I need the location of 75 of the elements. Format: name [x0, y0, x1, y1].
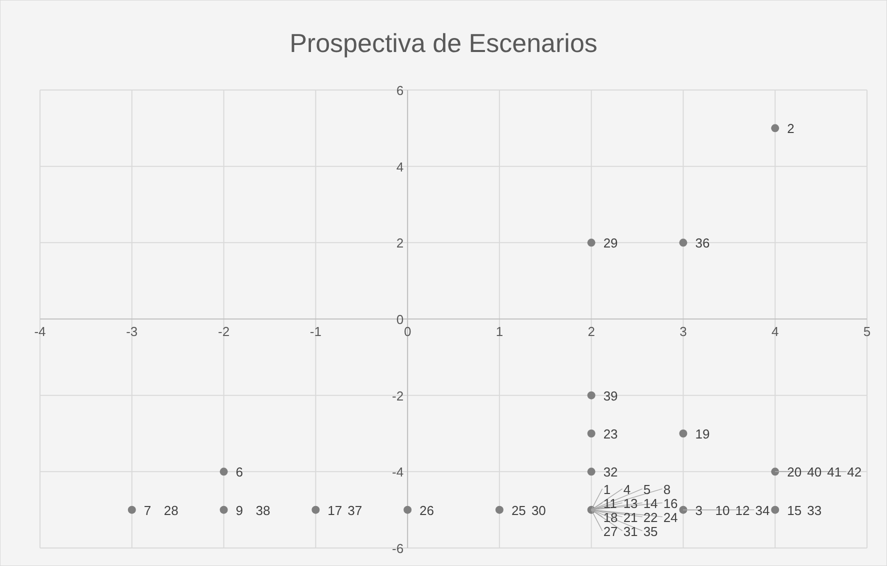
annotation: 19	[695, 426, 710, 442]
annotation: 30	[531, 502, 546, 518]
x-tick-label: 1	[496, 324, 504, 339]
annotation: 18	[603, 510, 618, 525]
annotation: 11	[603, 496, 617, 511]
y-tick-label: 6	[396, 83, 404, 98]
annotation: 2	[787, 121, 794, 136]
point	[128, 506, 136, 514]
point	[771, 506, 780, 514]
annotation: 39	[603, 388, 618, 404]
annotation: 28	[164, 502, 178, 518]
annotation: 32	[603, 464, 618, 480]
annotation: 29	[603, 236, 618, 251]
annotation: 17	[328, 502, 342, 518]
annotation: 25	[511, 502, 526, 518]
chart-title: Prospectiva de Escenarios	[290, 28, 598, 58]
annotation: 9	[236, 502, 244, 518]
annotation: 27	[603, 524, 618, 539]
y-tick-label: -2	[392, 388, 404, 404]
annotation: 1	[603, 482, 611, 497]
x-tick-label: -2	[218, 324, 230, 339]
x-tick-label: -1	[310, 324, 322, 339]
x-tick-label: 2	[588, 324, 595, 339]
annotation: 10	[715, 502, 730, 518]
annotation: 20	[787, 464, 802, 480]
annotation: 21	[623, 510, 638, 525]
annotation: 15	[787, 502, 802, 518]
point	[679, 238, 688, 247]
y-tick-label: -4	[392, 464, 404, 480]
y-tick-label: 0	[396, 312, 404, 327]
annotation: 41	[827, 464, 842, 480]
annotation: 13	[623, 496, 638, 511]
point	[404, 506, 412, 514]
annotation: 26	[420, 502, 434, 518]
annotation: 24	[663, 510, 678, 525]
point	[587, 468, 596, 476]
annotation: 23	[603, 426, 618, 442]
annotation: 16	[663, 496, 678, 511]
annotation: 3	[695, 502, 702, 518]
annotation: 5	[643, 482, 651, 497]
x-tick-label: 5	[863, 324, 871, 339]
y-tick-label: -6	[392, 541, 404, 556]
annotation: 40	[807, 464, 822, 480]
point	[587, 430, 596, 438]
x-tick-label: -4	[34, 324, 46, 339]
point	[220, 506, 228, 514]
annotation: 14	[643, 496, 658, 511]
y-tick-label: 2	[396, 236, 404, 251]
annotation: 36	[695, 236, 710, 251]
x-tick-label: 4	[771, 324, 779, 339]
point	[495, 506, 504, 514]
point	[771, 124, 780, 132]
point	[587, 391, 596, 400]
annotation: 31	[623, 524, 638, 539]
annotation: 8	[663, 482, 671, 497]
annotation: 34	[755, 502, 770, 518]
annotation: 7	[144, 502, 152, 518]
annotation: 12	[735, 502, 750, 518]
annotation: 33	[807, 502, 822, 518]
y-tick-label: 4	[396, 159, 404, 174]
point	[771, 468, 780, 476]
point	[587, 238, 596, 247]
annotation: 6	[236, 464, 244, 480]
annotation: 4	[623, 482, 631, 497]
point	[679, 430, 688, 438]
x-tick-label: 3	[680, 324, 687, 339]
point	[312, 506, 320, 514]
annotation: 38	[256, 502, 270, 518]
annotation: 22	[643, 510, 658, 525]
annotation: 42	[847, 464, 862, 480]
annotation: 37	[348, 502, 362, 518]
x-tick-label: -3	[126, 324, 138, 339]
point	[679, 506, 688, 514]
point	[220, 468, 228, 476]
annotation: 35	[643, 524, 658, 539]
